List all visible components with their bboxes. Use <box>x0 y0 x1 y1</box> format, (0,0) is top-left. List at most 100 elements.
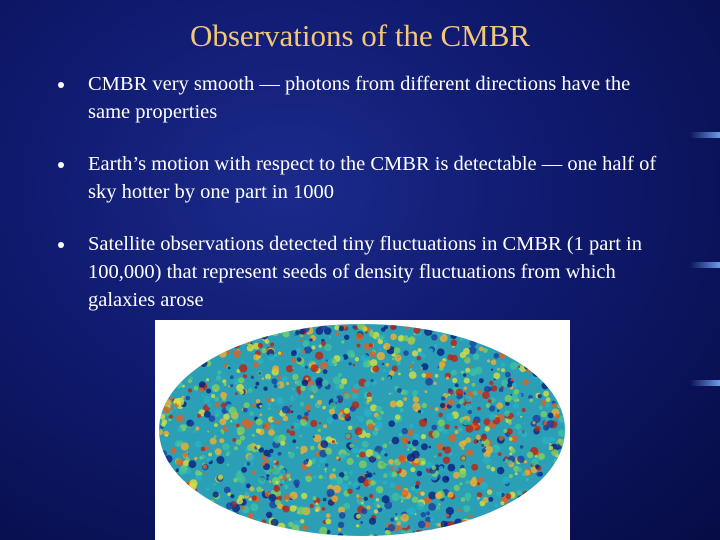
fluctuation-spot <box>517 455 525 463</box>
fluctuation-spot <box>292 373 299 381</box>
fluctuation-spot <box>168 414 173 419</box>
fluctuation-spot <box>391 365 398 372</box>
fluctuation-spot <box>384 453 388 457</box>
fluctuation-spot <box>361 440 369 448</box>
fluctuation-spot <box>292 366 295 370</box>
fluctuation-spot <box>423 521 431 529</box>
fluctuation-spot <box>161 422 166 427</box>
fluctuation-spot <box>360 354 370 363</box>
fluctuation-spot <box>434 523 437 526</box>
fluctuation-spot <box>506 428 513 435</box>
fluctuation-spot <box>471 382 476 387</box>
fluctuation-spot <box>520 415 523 418</box>
fluctuation-spot <box>315 351 324 360</box>
fluctuation-spot <box>236 426 245 435</box>
fluctuation-spot <box>418 418 428 427</box>
fluctuation-spot <box>248 512 255 519</box>
fluctuation-spot <box>343 475 349 481</box>
fluctuation-spot <box>352 481 359 489</box>
fluctuation-spot <box>481 443 485 447</box>
fluctuation-spot <box>254 386 258 389</box>
fluctuation-spot <box>280 483 283 487</box>
fluctuation-spot <box>540 400 547 406</box>
fluctuation-spot <box>514 472 518 476</box>
fluctuation-spot <box>488 496 494 502</box>
fluctuation-spot <box>357 476 365 484</box>
fluctuation-spot <box>370 455 373 458</box>
fluctuation-spot <box>248 497 252 501</box>
fluctuation-spot <box>213 482 217 486</box>
fluctuation-spot <box>273 384 278 388</box>
fluctuation-spot <box>230 384 234 388</box>
fluctuation-spot <box>319 526 328 535</box>
fluctuation-spot <box>510 448 516 454</box>
fluctuation-spot <box>340 483 349 491</box>
fluctuation-spot <box>373 422 376 426</box>
fluctuation-spot <box>374 421 383 430</box>
fluctuation-spot <box>460 497 466 502</box>
fluctuation-spot <box>498 387 504 393</box>
fluctuation-spot <box>214 402 220 407</box>
fluctuation-spot <box>255 428 261 434</box>
fluctuation-spot <box>309 445 315 451</box>
fluctuation-spot <box>271 399 275 402</box>
fluctuation-spot <box>496 491 502 498</box>
fluctuation-spot <box>376 504 380 508</box>
fluctuation-spot <box>452 377 458 383</box>
fluctuation-spot <box>312 496 317 501</box>
fluctuation-spot <box>270 518 279 527</box>
fluctuation-spot <box>373 472 376 475</box>
fluctuation-spot <box>274 353 278 357</box>
fluctuation-spot <box>290 350 297 357</box>
fluctuation-spot <box>396 400 404 408</box>
fluctuation-spot <box>366 471 369 474</box>
fluctuation-spot <box>434 455 437 458</box>
fluctuation-spot <box>417 520 426 529</box>
fluctuation-spot <box>439 361 446 368</box>
fluctuation-spot <box>486 464 491 470</box>
fluctuation-spot <box>389 482 396 489</box>
fluctuation-spot <box>325 513 331 519</box>
fluctuation-spot <box>471 463 479 471</box>
fluctuation-spot <box>292 439 297 444</box>
fluctuation-spot <box>232 438 237 442</box>
fluctuation-spot <box>182 460 189 467</box>
fluctuation-spot <box>456 404 461 409</box>
fluctuation-spot <box>329 402 337 410</box>
fluctuation-spot <box>347 453 350 456</box>
fluctuation-spot <box>338 512 346 519</box>
fluctuation-spot <box>369 351 377 358</box>
fluctuation-spot <box>312 475 317 480</box>
fluctuation-spot <box>242 373 248 379</box>
fluctuation-spot <box>352 363 356 367</box>
fluctuation-spot <box>413 326 421 334</box>
fluctuation-spot <box>390 468 394 472</box>
fluctuation-spot <box>369 343 374 348</box>
fluctuation-spot <box>281 375 288 382</box>
fluctuation-spot <box>412 447 416 451</box>
fluctuation-spot <box>509 437 513 441</box>
fluctuation-spot <box>266 511 273 518</box>
fluctuation-spot <box>245 372 247 375</box>
fluctuation-spot <box>408 336 416 344</box>
fluctuation-spot <box>463 392 466 395</box>
fluctuation-spot <box>355 332 364 341</box>
fluctuation-spot <box>482 497 489 503</box>
fluctuation-spot <box>198 471 203 476</box>
fluctuation-spot <box>545 397 551 403</box>
fluctuation-spot <box>517 365 521 368</box>
fluctuation-spot <box>294 392 299 396</box>
fluctuation-spot <box>223 413 230 421</box>
fluctuation-spot <box>235 392 238 396</box>
fluctuation-spot <box>353 383 360 390</box>
fluctuation-spot <box>436 348 445 356</box>
fluctuation-spot <box>358 496 363 501</box>
fluctuation-spot <box>348 362 352 366</box>
fluctuation-spot <box>300 385 306 391</box>
fluctuation-spot <box>228 385 230 388</box>
fluctuation-spot <box>458 470 467 478</box>
bullet-dot <box>58 162 64 168</box>
fluctuation-spot <box>222 443 230 451</box>
fluctuation-spot <box>415 480 421 486</box>
fluctuation-spot <box>214 396 220 402</box>
